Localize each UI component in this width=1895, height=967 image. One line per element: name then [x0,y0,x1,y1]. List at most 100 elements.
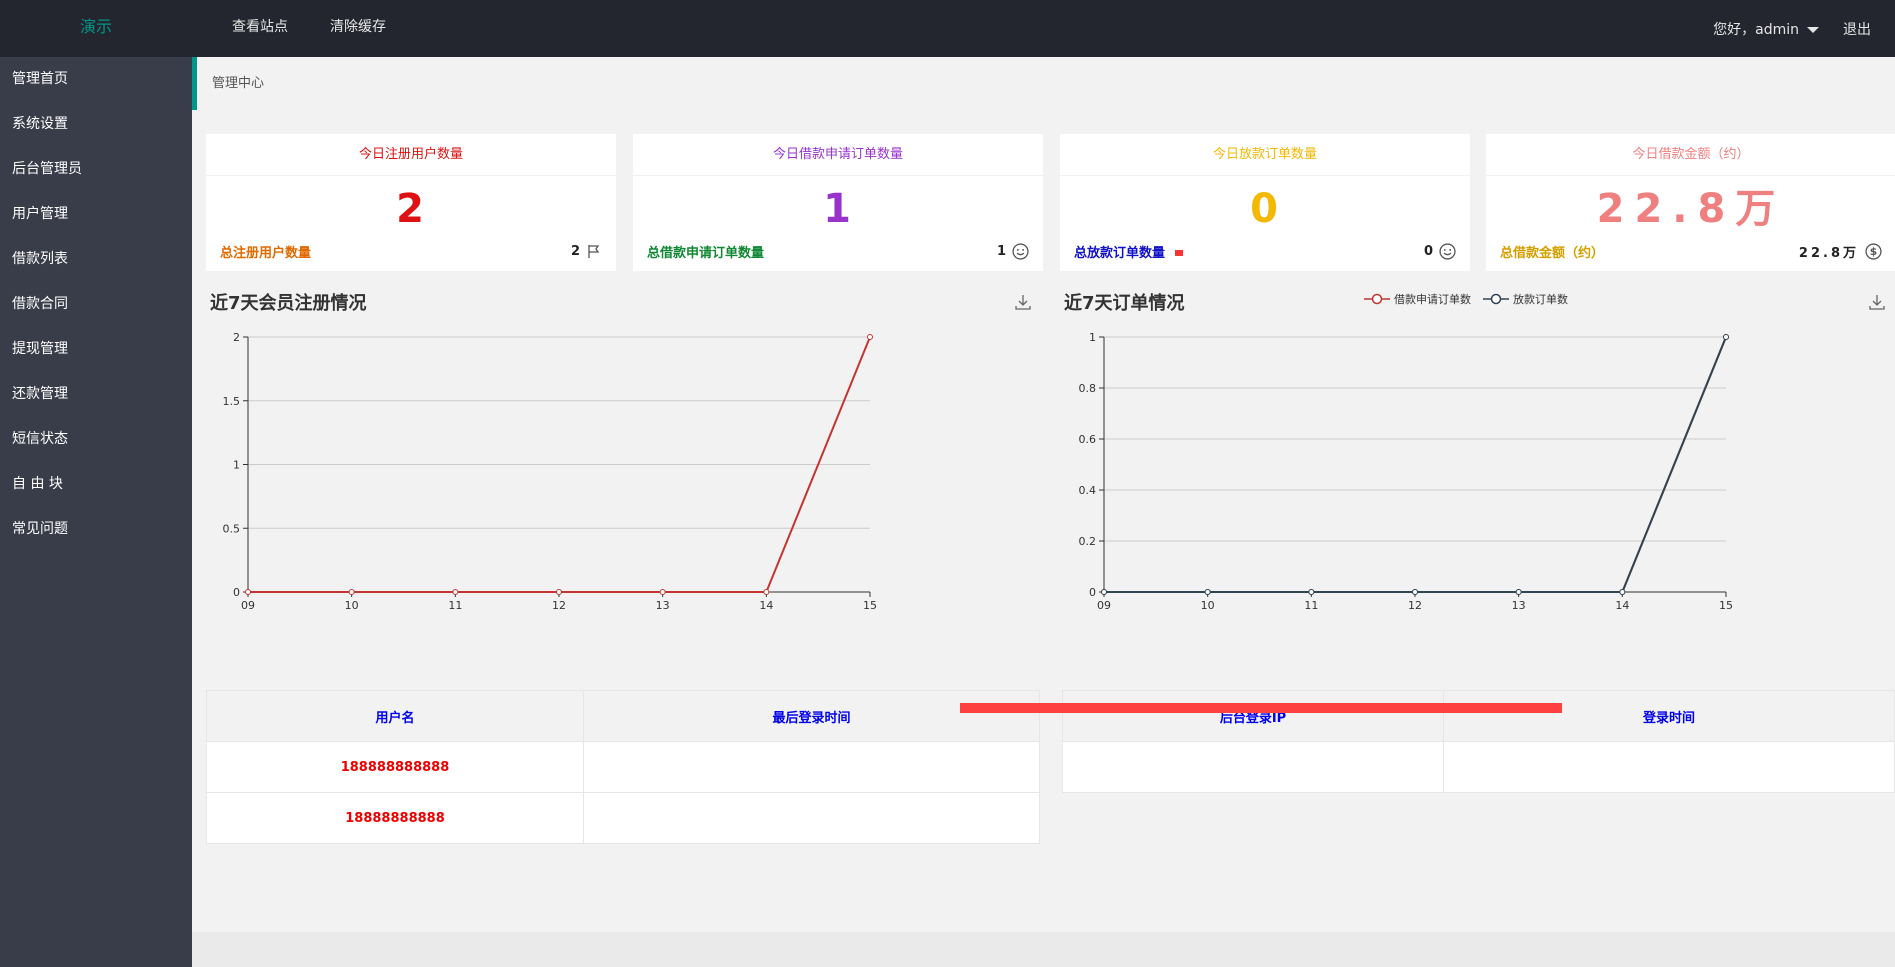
stat-card-disbursements: 今日放款订单数量 0 总放款订单数量 0 [1060,134,1470,271]
x-tick-label: 14 [1615,599,1629,612]
sidebar-item-sms[interactable]: 短信状态 [12,431,68,447]
y-tick-label: 1.5 [223,395,241,408]
data-point[interactable] [452,589,459,595]
y-tick-label: 0 [233,586,240,599]
top-right: 您好，admin 退出 [1713,0,1895,57]
x-tick-label: 11 [1304,599,1318,612]
card-foot-label: 总借款申请订单数量 [647,245,765,261]
data-point[interactable] [1515,589,1522,595]
cell-login-time [1443,741,1895,793]
top-header: 演示 查看站点 清除缓存 您好，admin 退出 [0,0,1895,57]
sidebar-item-withdrawals[interactable]: 提现管理 [12,341,68,357]
legend-marker-icon [1483,293,1509,305]
card-value: 2 [396,186,426,232]
data-point[interactable] [1723,334,1729,340]
legend-item-applications[interactable]: 借款申请订单数 [1364,291,1471,307]
data-point[interactable] [1619,589,1626,595]
data-point[interactable] [1308,589,1315,595]
table-header-row: 后台登录IP 登录时间 [1062,690,1895,742]
card-footer: 总注册用户数量 2 [220,241,602,261]
sidebar-item-admins[interactable]: 后台管理员 [12,161,82,177]
card-footer: 总借款金额（约） 22.8万 $ [1500,241,1882,261]
top-nav: 查看站点 清除缓存 [232,0,428,57]
stat-card-loan-applications: 今日借款申请订单数量 1 总借款申请订单数量 1 [633,134,1043,271]
cell-last-login [583,741,1040,793]
column-header-login-ip: 后台登录IP [1062,690,1444,742]
legend-label: 放款订单数 [1513,293,1568,306]
sidebar: 管理首页 系统设置 后台管理员 用户管理 借款列表 借款合同 提现管理 还款管理… [0,57,192,967]
series-line [1104,336,1727,593]
legend-label: 借款申请订单数 [1394,293,1471,306]
legend-marker-icon [1364,293,1390,305]
y-tick-label: 1 [1089,331,1096,344]
data-point[interactable] [867,334,873,340]
card-foot-value: 2 [570,243,580,259]
data-point[interactable] [1412,589,1418,595]
data-point[interactable] [1101,589,1107,595]
cell-username: 188888888888 [206,741,584,793]
svg-text:$: $ [1870,245,1877,258]
data-point[interactable] [556,589,562,595]
clear-cache-link[interactable]: 清除缓存 [330,19,386,35]
series-line [1104,336,1727,593]
card-value: 0 [1250,186,1280,232]
sidebar-item-users[interactable]: 用户管理 [12,206,68,222]
user-menu[interactable]: 您好，admin [1713,19,1819,39]
table-row: 188888888888 [206,741,1040,793]
data-point[interactable] [763,589,770,595]
x-tick-label: 14 [759,599,773,612]
sidebar-item-loans[interactable]: 借款列表 [12,251,68,267]
main-content: 管理中心 今日注册用户数量 2 总注册用户数量 2 今日借款申请订单数量 1 总… [192,57,1895,932]
footer-band [192,932,1895,967]
card-foot-value: 0 [1423,243,1433,259]
cell-username: 18888888888 [206,792,584,844]
chart-title: 近7天订单情况 [1064,293,1185,314]
card-title: 今日借款申请订单数量 [633,134,1043,176]
card-foot-label: 总注册用户数量 [220,245,312,261]
table-row: 18888888888 [206,792,1040,844]
logout-link[interactable]: 退出 [1843,21,1871,38]
card-title: 今日借款金额（约） [1486,134,1895,176]
logo[interactable]: 演示 [79,17,112,36]
card-value: 1 [823,186,853,232]
view-site-link[interactable]: 查看站点 [232,19,288,35]
x-tick-label: 10 [345,599,359,612]
card-title: 今日注册用户数量 [206,134,616,176]
data-point[interactable] [245,589,251,595]
user-greeting: 您好，admin [1713,21,1799,38]
user-login-table: 用户名 最后登录时间 188888888888 18888888888 [206,690,1040,844]
sidebar-item-repayments[interactable]: 还款管理 [12,386,68,402]
redaction-bar [960,703,1562,713]
x-tick-label: 13 [656,599,670,612]
y-tick-label: 0.6 [1079,433,1097,446]
sidebar-item-free-block[interactable]: 自 由 块 [12,476,63,492]
x-tick-label: 15 [863,599,877,612]
column-header-username: 用户名 [206,690,584,742]
card-footer: 总放款订单数量 0 [1074,241,1456,261]
cell-last-login [583,792,1040,844]
sidebar-item-home[interactable]: 管理首页 [12,71,68,87]
orders-line-chart: 0 0.2 0.4 0.6 0.8 1 09 10 11 12 13 14 15 [1079,331,1734,612]
table-header-row: 用户名 最后登录时间 [206,690,1040,742]
data-point[interactable] [1204,589,1211,595]
y-tick-label: 0.2 [1079,535,1097,548]
sidebar-item-settings[interactable]: 系统设置 [12,116,68,132]
sidebar-item-contracts[interactable]: 借款合同 [12,296,68,312]
download-icon[interactable] [1014,293,1032,311]
legend-item-disbursements[interactable]: 放款订单数 [1483,291,1568,307]
x-tick-label: 12 [1408,599,1422,612]
download-icon[interactable] [1868,293,1886,311]
smile-icon [1439,242,1456,260]
breadcrumb-label: 管理中心 [212,76,265,91]
data-point[interactable] [659,589,666,595]
data-point[interactable] [348,589,355,595]
x-tick-label: 11 [448,599,462,612]
cell-login-ip [1062,741,1444,793]
sidebar-item-faq[interactable]: 常见问题 [12,521,68,537]
column-header-last-login: 最后登录时间 [583,690,1040,742]
chart-legend: 借款申请订单数 放款订单数 [1364,291,1580,307]
chart-title: 近7天会员注册情况 [210,293,367,314]
x-tick-label: 09 [241,599,255,612]
y-tick-label: 2 [233,331,240,344]
chevron-down-icon [1807,26,1819,33]
